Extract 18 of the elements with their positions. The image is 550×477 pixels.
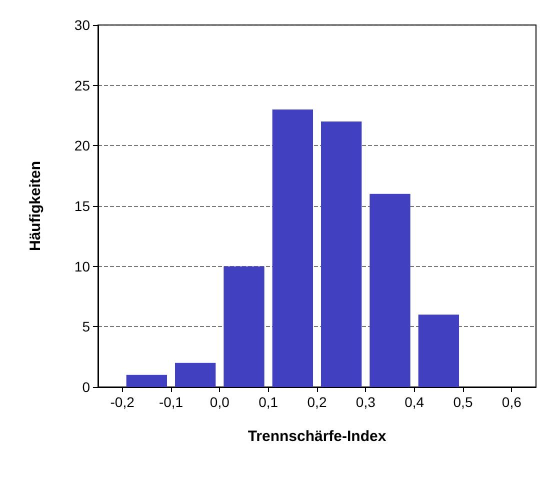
x-tick-label: 0,2 <box>307 394 327 410</box>
y-tick-label: 30 <box>74 17 90 33</box>
x-axis-title: Trennschärfe-Index <box>248 428 387 445</box>
x-tick-label: 0,5 <box>453 394 473 410</box>
x-tick-label: 0,3 <box>356 394 376 410</box>
y-axis-title: Häufigkeiten <box>27 160 44 252</box>
x-tick-label: 0,6 <box>502 394 522 410</box>
x-tick-label: 0,4 <box>404 394 424 410</box>
x-tick-label: 0,0 <box>210 394 230 410</box>
x-tick-label: 0,1 <box>258 394 278 410</box>
y-tick-label: 25 <box>74 77 90 94</box>
y-tick-label: 10 <box>74 258 90 274</box>
y-tick-label: 0 <box>82 379 90 395</box>
y-tick-label: 20 <box>74 138 90 154</box>
x-tick-label: -0,2 <box>110 394 135 410</box>
x-tick-label: -0,1 <box>158 394 184 410</box>
y-tick-label: 5 <box>82 318 90 335</box>
y-tick-label: 15 <box>74 198 90 214</box>
